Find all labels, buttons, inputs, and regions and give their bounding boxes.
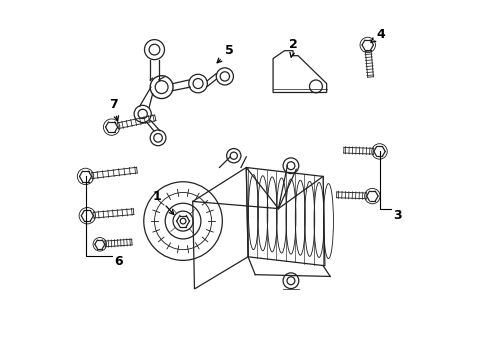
Text: 2: 2 — [289, 38, 298, 57]
Text: 3: 3 — [392, 208, 401, 221]
Text: 5: 5 — [217, 44, 233, 63]
Text: 1: 1 — [152, 190, 173, 215]
Text: 6: 6 — [114, 255, 122, 267]
Text: 7: 7 — [108, 98, 118, 121]
Text: 4: 4 — [370, 28, 385, 42]
